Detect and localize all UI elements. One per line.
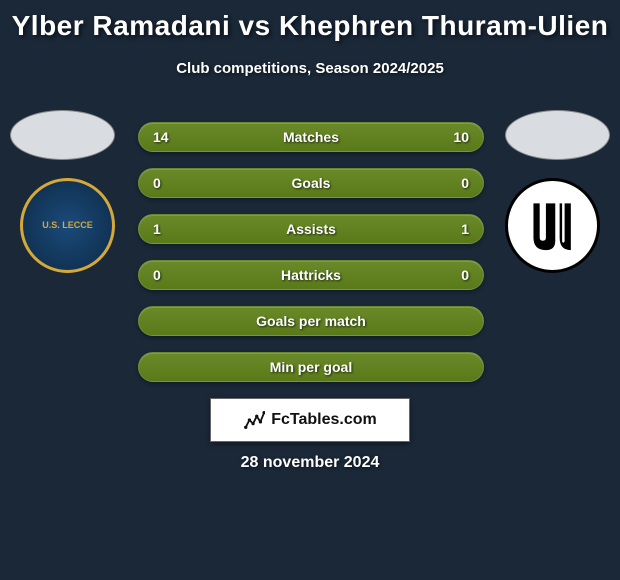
stat-right-value: 1 xyxy=(461,221,469,237)
stat-label: Min per goal xyxy=(270,359,352,375)
branding-link[interactable]: FcTables.com xyxy=(210,398,410,442)
juventus-icon xyxy=(521,194,583,256)
player-right-portrait xyxy=(505,110,610,160)
stat-right-value: 10 xyxy=(453,129,469,145)
stat-left-value: 0 xyxy=(153,267,161,283)
stat-row-goals: 0 Goals 0 xyxy=(138,168,484,198)
branding-text: FcTables.com xyxy=(271,411,377,429)
stat-row-hattricks: 0 Hattricks 0 xyxy=(138,260,484,290)
stat-left-value: 1 xyxy=(153,221,161,237)
stat-row-matches: 14 Matches 10 xyxy=(138,122,484,152)
page-title: Ylber Ramadani vs Khephren Thuram-Ulien xyxy=(0,0,620,42)
date-text: 28 november 2024 xyxy=(0,454,620,472)
stats-panel: 14 Matches 10 0 Goals 0 1 Assists 1 0 Ha… xyxy=(138,122,484,398)
subtitle: Club competitions, Season 2024/2025 xyxy=(0,60,620,77)
stat-row-goals-per-match: Goals per match xyxy=(138,306,484,336)
club-logo-left-label: U.S. LECCE xyxy=(42,220,93,231)
stat-right-value: 0 xyxy=(461,267,469,283)
stat-label: Goals xyxy=(292,175,331,191)
stat-right-value: 0 xyxy=(461,175,469,191)
stat-label: Matches xyxy=(283,129,339,145)
stat-row-min-per-goal: Min per goal xyxy=(138,352,484,382)
chart-icon xyxy=(243,409,265,431)
stat-label: Assists xyxy=(286,221,336,237)
stat-label: Hattricks xyxy=(281,267,341,283)
stat-row-assists: 1 Assists 1 xyxy=(138,214,484,244)
club-logo-left: U.S. LECCE xyxy=(20,178,115,273)
stat-left-value: 14 xyxy=(153,129,169,145)
club-logo-right xyxy=(505,178,600,273)
player-left-portrait xyxy=(10,110,115,160)
stat-left-value: 0 xyxy=(153,175,161,191)
stat-label: Goals per match xyxy=(256,313,366,329)
